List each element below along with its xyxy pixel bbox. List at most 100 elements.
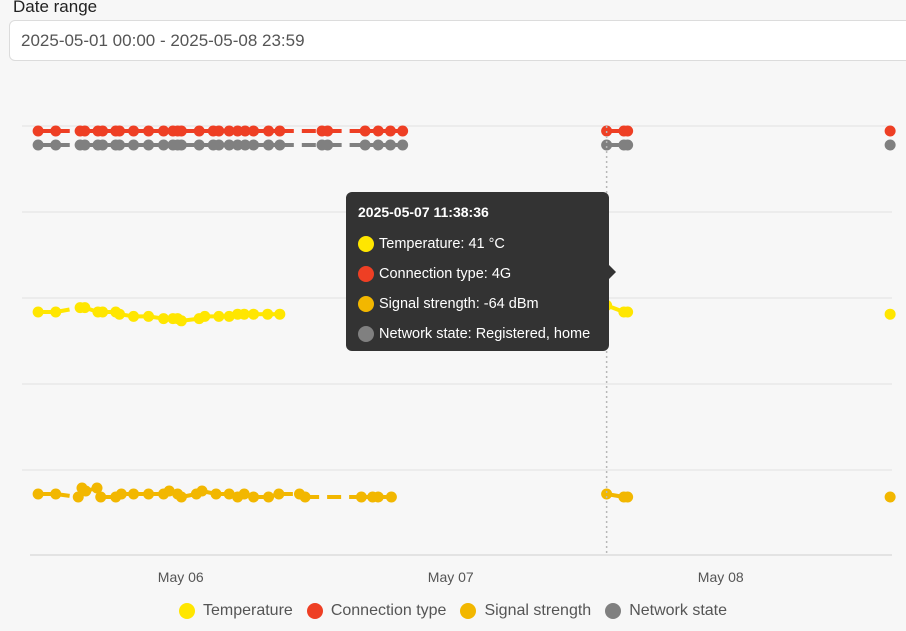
data-point[interactable] — [359, 125, 371, 137]
data-point[interactable] — [213, 310, 225, 322]
data-point[interactable] — [128, 310, 140, 322]
data-point[interactable] — [50, 306, 62, 318]
data-point[interactable] — [622, 125, 634, 137]
data-point[interactable] — [115, 488, 127, 500]
data-point[interactable] — [355, 491, 367, 503]
data-point[interactable] — [274, 125, 286, 137]
data-point[interactable] — [884, 139, 896, 151]
data-point[interactable] — [199, 310, 211, 322]
data-point[interactable] — [175, 139, 187, 151]
data-point[interactable] — [223, 310, 235, 322]
data-point[interactable] — [248, 308, 260, 320]
data-point[interactable] — [884, 308, 896, 320]
data-point[interactable] — [223, 125, 235, 137]
data-point[interactable] — [223, 139, 235, 151]
data-point[interactable] — [32, 125, 44, 137]
data-point[interactable] — [262, 308, 274, 320]
data-point[interactable] — [50, 139, 62, 151]
data-point[interactable] — [622, 139, 634, 151]
data-point[interactable] — [128, 125, 140, 137]
legend-item-signal-strength[interactable]: Signal strength — [460, 602, 591, 620]
data-point[interactable] — [175, 125, 187, 137]
data-point[interactable] — [97, 139, 109, 151]
data-point[interactable] — [238, 488, 250, 500]
data-point[interactable] — [248, 139, 260, 151]
data-point[interactable] — [238, 308, 250, 320]
data-point[interactable] — [163, 485, 175, 497]
data-point[interactable] — [79, 125, 91, 137]
data-point[interactable] — [158, 125, 170, 137]
data-point[interactable] — [263, 139, 275, 151]
data-point[interactable] — [248, 125, 260, 137]
data-point[interactable] — [193, 125, 205, 137]
data-point[interactable] — [299, 491, 311, 503]
data-point[interactable] — [128, 488, 140, 500]
data-point[interactable] — [601, 139, 613, 151]
data-point[interactable] — [193, 139, 205, 151]
data-point[interactable] — [397, 139, 409, 151]
data-point[interactable] — [397, 125, 409, 137]
date-range-input[interactable] — [9, 20, 906, 61]
data-point[interactable] — [223, 488, 235, 500]
data-point[interactable] — [91, 482, 103, 494]
data-point[interactable] — [143, 139, 155, 151]
chart-series — [32, 125, 896, 503]
legend-item-connection-type[interactable]: Connection type — [306, 602, 446, 620]
data-point[interactable] — [79, 139, 91, 151]
data-point[interactable] — [884, 125, 896, 137]
data-point[interactable] — [80, 485, 92, 497]
data-point[interactable] — [158, 139, 170, 151]
data-point[interactable] — [97, 125, 109, 137]
tooltip-swatch — [358, 326, 374, 342]
tooltip-row-text: Network state: Registered, home — [379, 326, 591, 342]
data-point[interactable] — [372, 139, 384, 151]
data-point[interactable] — [322, 125, 334, 137]
data-point[interactable] — [143, 310, 155, 322]
data-point[interactable] — [79, 302, 91, 314]
data-point[interactable] — [384, 125, 396, 137]
data-point[interactable] — [143, 488, 155, 500]
data-point[interactable] — [213, 125, 225, 137]
data-point[interactable] — [601, 488, 613, 500]
data-point[interactable] — [32, 488, 44, 500]
data-point[interactable] — [239, 125, 251, 137]
legend-item-network-state[interactable]: Network state — [605, 602, 727, 620]
data-point[interactable] — [143, 125, 155, 137]
data-point[interactable] — [372, 125, 384, 137]
data-point[interactable] — [359, 139, 371, 151]
data-point[interactable] — [175, 315, 187, 327]
data-point[interactable] — [884, 491, 896, 503]
data-point[interactable] — [210, 488, 222, 500]
data-point[interactable] — [114, 308, 125, 320]
data-point[interactable] — [97, 306, 109, 318]
data-point[interactable] — [114, 139, 125, 151]
data-point[interactable] — [128, 139, 140, 151]
data-point[interactable] — [32, 139, 44, 151]
legend-item-temperature[interactable]: Temperature — [178, 602, 293, 620]
tooltip-row-text: Temperature: 41 °C — [379, 236, 505, 252]
data-point[interactable] — [384, 139, 396, 151]
data-point[interactable] — [50, 125, 62, 137]
data-point[interactable] — [72, 491, 84, 503]
data-point[interactable] — [248, 491, 260, 503]
data-point[interactable] — [263, 491, 275, 503]
data-point[interactable] — [114, 125, 125, 137]
data-point[interactable] — [274, 308, 286, 320]
data-point[interactable] — [175, 491, 187, 503]
data-point[interactable] — [239, 139, 251, 151]
data-point[interactable] — [263, 125, 275, 137]
data-point[interactable] — [196, 485, 208, 497]
data-point[interactable] — [372, 491, 384, 503]
data-point[interactable] — [158, 313, 170, 325]
data-point[interactable] — [32, 306, 44, 318]
legend-label: Network state — [629, 602, 727, 619]
data-point[interactable] — [50, 488, 62, 500]
data-point[interactable] — [273, 488, 285, 500]
data-point[interactable] — [95, 491, 107, 503]
data-point[interactable] — [385, 491, 397, 503]
data-point[interactable] — [274, 139, 286, 151]
data-point[interactable] — [622, 306, 634, 318]
data-point[interactable] — [213, 139, 225, 151]
data-point[interactable] — [322, 139, 334, 151]
data-point[interactable] — [622, 491, 634, 503]
